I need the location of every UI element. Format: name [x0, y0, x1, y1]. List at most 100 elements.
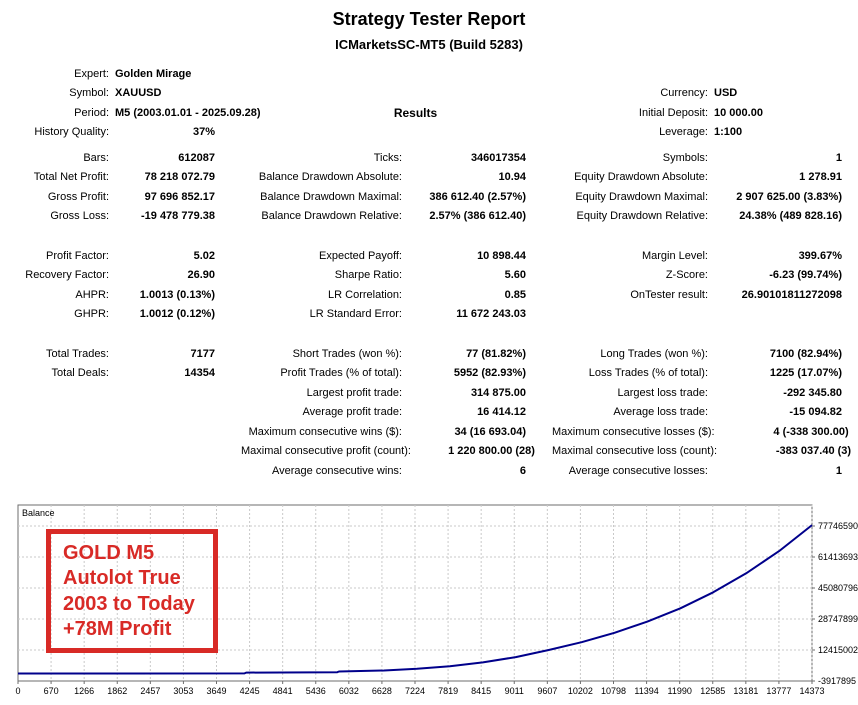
stat-value: 37%: [192, 126, 215, 139]
stat-value: 1:100: [714, 126, 743, 139]
stat-pair: Equity Drawdown Maximal: 2 907 625.00 (3.…: [552, 187, 842, 207]
stat-pair: Balance Drawdown Maximal: 386 612.40 (2.5…: [241, 187, 526, 207]
y-axis-label: 12415002: [818, 645, 858, 655]
stat-pair: Long Trades (won %): 7100 (82.94%): [552, 344, 842, 364]
stat-pair: Margin Level: 399.67%: [552, 246, 842, 266]
stat-value: 346017354: [470, 151, 526, 164]
stat-value: -383 037.40 (3): [775, 445, 852, 458]
table-row: Total Net Profit: 78 218 072.79 Balance Dr…: [10, 168, 848, 188]
stat-pair: Currency: USD: [552, 84, 842, 104]
stat-value: 11 672 243.03: [456, 308, 526, 321]
stat-value: -6.23 (99.74%): [769, 269, 842, 282]
stat-label: Ticks:: [373, 151, 402, 164]
stat-value: 6: [519, 464, 526, 477]
stat-label: Maximal consecutive loss (count):: [552, 445, 718, 458]
stat-pair: Average loss trade: -15 094.82: [552, 403, 842, 423]
stat-label: Period:: [74, 106, 109, 119]
stat-pair: Total Net Profit: 78 218 072.79: [10, 168, 215, 188]
stat-value: 386 612.40 (2.57%): [429, 190, 526, 203]
stat-value: 4 (-338 300.00): [773, 425, 849, 438]
table-row: Symbol: XAUUSD Currency: USD: [10, 84, 848, 104]
stat-label: Gross Loss:: [50, 210, 109, 223]
table-row: Average profit trade: 16 414.12 Average lo…: [10, 403, 848, 423]
stat-label: Initial Deposit:: [638, 106, 708, 119]
stat-label: Average loss trade:: [613, 406, 708, 419]
stat-value: 5.60: [504, 269, 526, 282]
page-subtitle: ICMarketsSC-MT5 (Build 5283): [335, 37, 523, 52]
results-header: Results: [393, 105, 438, 120]
stat-value: 14354: [184, 367, 215, 380]
stat-pair: [241, 123, 526, 143]
x-axis-label: 3649: [206, 686, 226, 696]
stat-label: Loss Trades (% of total):: [588, 367, 708, 380]
stat-pair: Expert: Golden Mirage: [10, 64, 215, 84]
stat-pair: Gross Profit: 97 696 852.17: [10, 187, 215, 207]
x-axis-label: 10202: [568, 686, 593, 696]
series-label: Balance: [22, 508, 55, 518]
stat-pair: Largest loss trade: -292 345.80: [552, 383, 843, 403]
stat-pair: Sharpe Ratio: 5.60: [241, 266, 526, 286]
stat-value: 7100 (82.94%): [769, 347, 842, 360]
stat-pair: Leverage: 1:100: [552, 123, 842, 143]
x-axis-label: 4245: [240, 686, 260, 696]
x-axis-label: 6032: [339, 686, 359, 696]
x-axis-label: 5436: [306, 686, 326, 696]
stat-label: Balance Drawdown Absolute:: [258, 171, 402, 184]
stat-pair: History Quality: 37%: [10, 123, 215, 143]
stat-pair: Average consecutive losses: 1: [552, 461, 842, 481]
stat-pair: Ticks: 346017354: [241, 148, 526, 168]
x-axis-label: 11394: [634, 686, 658, 696]
table-row: Maximum consecutive wins ($): 34 (16 693.…: [10, 422, 849, 442]
table-row: Recovery Factor: 26.90 Sharpe Ratio: 5.60 Z-…: [10, 266, 848, 286]
x-axis-label: 4841: [273, 686, 293, 696]
stat-label: LR Standard Error:: [309, 308, 402, 321]
stat-label: GHPR:: [74, 308, 109, 321]
annotation-line: GOLD M5: [63, 541, 155, 564]
stat-label: Maximum consecutive wins ($):: [248, 425, 402, 438]
stat-value: 1.0012 (0.12%): [139, 308, 215, 321]
stat-pair: [241, 64, 526, 84]
stat-pair: Total Deals: 14354: [10, 364, 215, 384]
x-axis-label: 670: [44, 686, 59, 696]
stat-pair: [241, 84, 526, 104]
stat-pair: Profit Factor: 5.02: [10, 246, 215, 266]
table-row: Gross Profit: 97 696 852.17 Balance Drawdo…: [10, 187, 848, 207]
stat-label: AHPR:: [75, 288, 109, 301]
stat-value: 26.90101811272098: [741, 288, 842, 301]
stat-label: Bars:: [83, 151, 109, 164]
y-axis-label: 61413693: [818, 552, 858, 562]
x-axis-label: 11990: [667, 686, 691, 696]
stat-pair: Bars: 612087: [10, 148, 215, 168]
table-row: History Quality: 37% Leverage: 1:100: [10, 123, 848, 143]
x-axis-label: 14373: [799, 686, 824, 696]
stat-label: Average consecutive wins:: [271, 464, 402, 477]
stat-label: Total Net Profit:: [33, 171, 109, 184]
stat-label: Margin Level:: [641, 249, 708, 262]
x-axis-label: 0: [15, 686, 20, 696]
stat-label: OnTester result:: [630, 288, 708, 301]
stat-value: 16 414.12: [477, 406, 526, 419]
x-axis-label: 9607: [537, 686, 557, 696]
stat-value: 1 278.91: [799, 171, 842, 184]
stat-pair: Largest profit trade: 314 875.00: [241, 383, 526, 403]
x-axis-label: 13181: [733, 686, 758, 696]
stat-pair: Initial Deposit: 10 000.00: [552, 103, 842, 123]
stat-label: Balance Drawdown Maximal:: [260, 190, 402, 203]
stat-label: Long Trades (won %):: [600, 347, 708, 360]
stat-value: 97 696 852.17: [144, 190, 215, 203]
stat-value: XAUUSD: [115, 87, 162, 100]
x-axis-label: 9011: [505, 686, 524, 696]
stat-pair: Profit Trades (% of total): 5952 (82.93%): [241, 364, 526, 384]
stat-label: Profit Trades (% of total):: [280, 367, 402, 380]
stat-pair: Short Trades (won %): 77 (81.82%): [241, 344, 526, 364]
stat-label: Balance Drawdown Relative:: [261, 210, 402, 223]
stat-pair: Period: M5 (2003.01.01 - 2025.09.28): [10, 103, 260, 123]
stat-value: -15 094.82: [789, 406, 842, 419]
x-axis-label: 7224: [405, 686, 425, 696]
stat-pair: LR Correlation: 0.85: [241, 285, 526, 305]
stat-value: 0.85: [504, 288, 526, 301]
stat-pair: Recovery Factor: 26.90: [10, 266, 215, 286]
x-axis-label: 13777: [766, 686, 791, 696]
stat-pair: Maximum consecutive losses ($): 4 (-338 3…: [552, 422, 849, 442]
stat-pair: [10, 442, 215, 462]
